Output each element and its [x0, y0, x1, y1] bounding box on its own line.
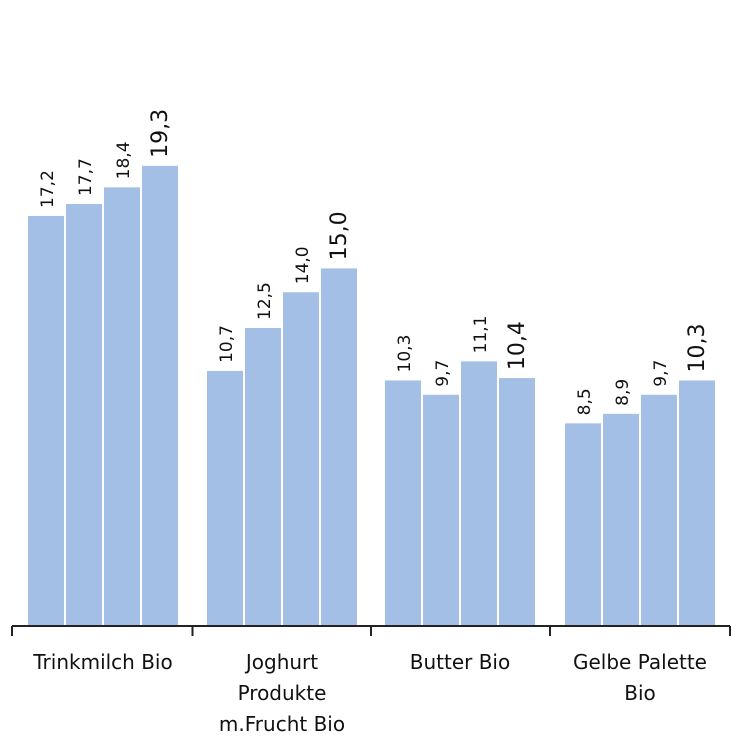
category-label-4: Gelbe Palette Bio: [550, 647, 730, 709]
bar-4-3: [641, 394, 677, 626]
category-label-1: Trinkmilch Bio: [13, 647, 193, 678]
bar-3-2: [423, 394, 459, 626]
bar-1-2: [66, 204, 102, 627]
bar-2-4: [321, 268, 357, 626]
bar-1-3: [104, 187, 140, 626]
data-label-4-3: 9,7: [651, 360, 671, 387]
category-label-line: Joghurt: [245, 650, 319, 674]
category-label-3: Butter Bio: [370, 647, 550, 678]
data-label-4-1: 8,5: [575, 388, 595, 415]
category-label-line: Trinkmilch Bio: [33, 650, 173, 674]
data-label-3-4: 10,4: [505, 321, 530, 370]
data-label-1-3: 18,4: [114, 141, 134, 179]
bar-2-2: [245, 328, 281, 626]
bar-3-1: [385, 380, 421, 626]
data-label-4-2: 8,9: [613, 379, 633, 406]
data-label-2-4: 15,0: [327, 211, 352, 260]
data-label-1-1: 17,2: [38, 170, 58, 208]
data-label-2-1: 10,7: [217, 325, 237, 363]
bar-2-3: [283, 292, 319, 626]
category-label-line: Produkte: [237, 681, 327, 705]
bar-4-2: [603, 413, 639, 626]
category-label-line: m.Frucht Bio: [218, 712, 346, 736]
data-label-3-3: 11,1: [471, 316, 491, 354]
data-label-3-1: 10,3: [395, 335, 415, 373]
bar-1-1: [28, 215, 64, 626]
data-label-1-2: 17,7: [76, 158, 96, 196]
category-label-line: Gelbe Palette: [573, 650, 707, 674]
data-label-1-4: 19,3: [148, 109, 173, 158]
category-label-line: Bio: [624, 681, 656, 705]
bar-4-4: [679, 380, 715, 626]
bar-2-1: [207, 370, 243, 626]
data-label-2-3: 14,0: [293, 246, 313, 284]
bar-3-4: [499, 378, 535, 626]
data-label-2-2: 12,5: [255, 282, 275, 320]
category-label-2: Joghurt Produkte m.Frucht Bio: [192, 647, 372, 740]
data-label-4-4: 10,3: [685, 323, 710, 372]
bar-3-3: [461, 361, 497, 626]
data-label-3-2: 9,7: [433, 360, 453, 387]
bar-4-1: [565, 423, 601, 626]
category-label-line: Butter Bio: [409, 650, 511, 674]
bar-1-4: [142, 165, 178, 626]
